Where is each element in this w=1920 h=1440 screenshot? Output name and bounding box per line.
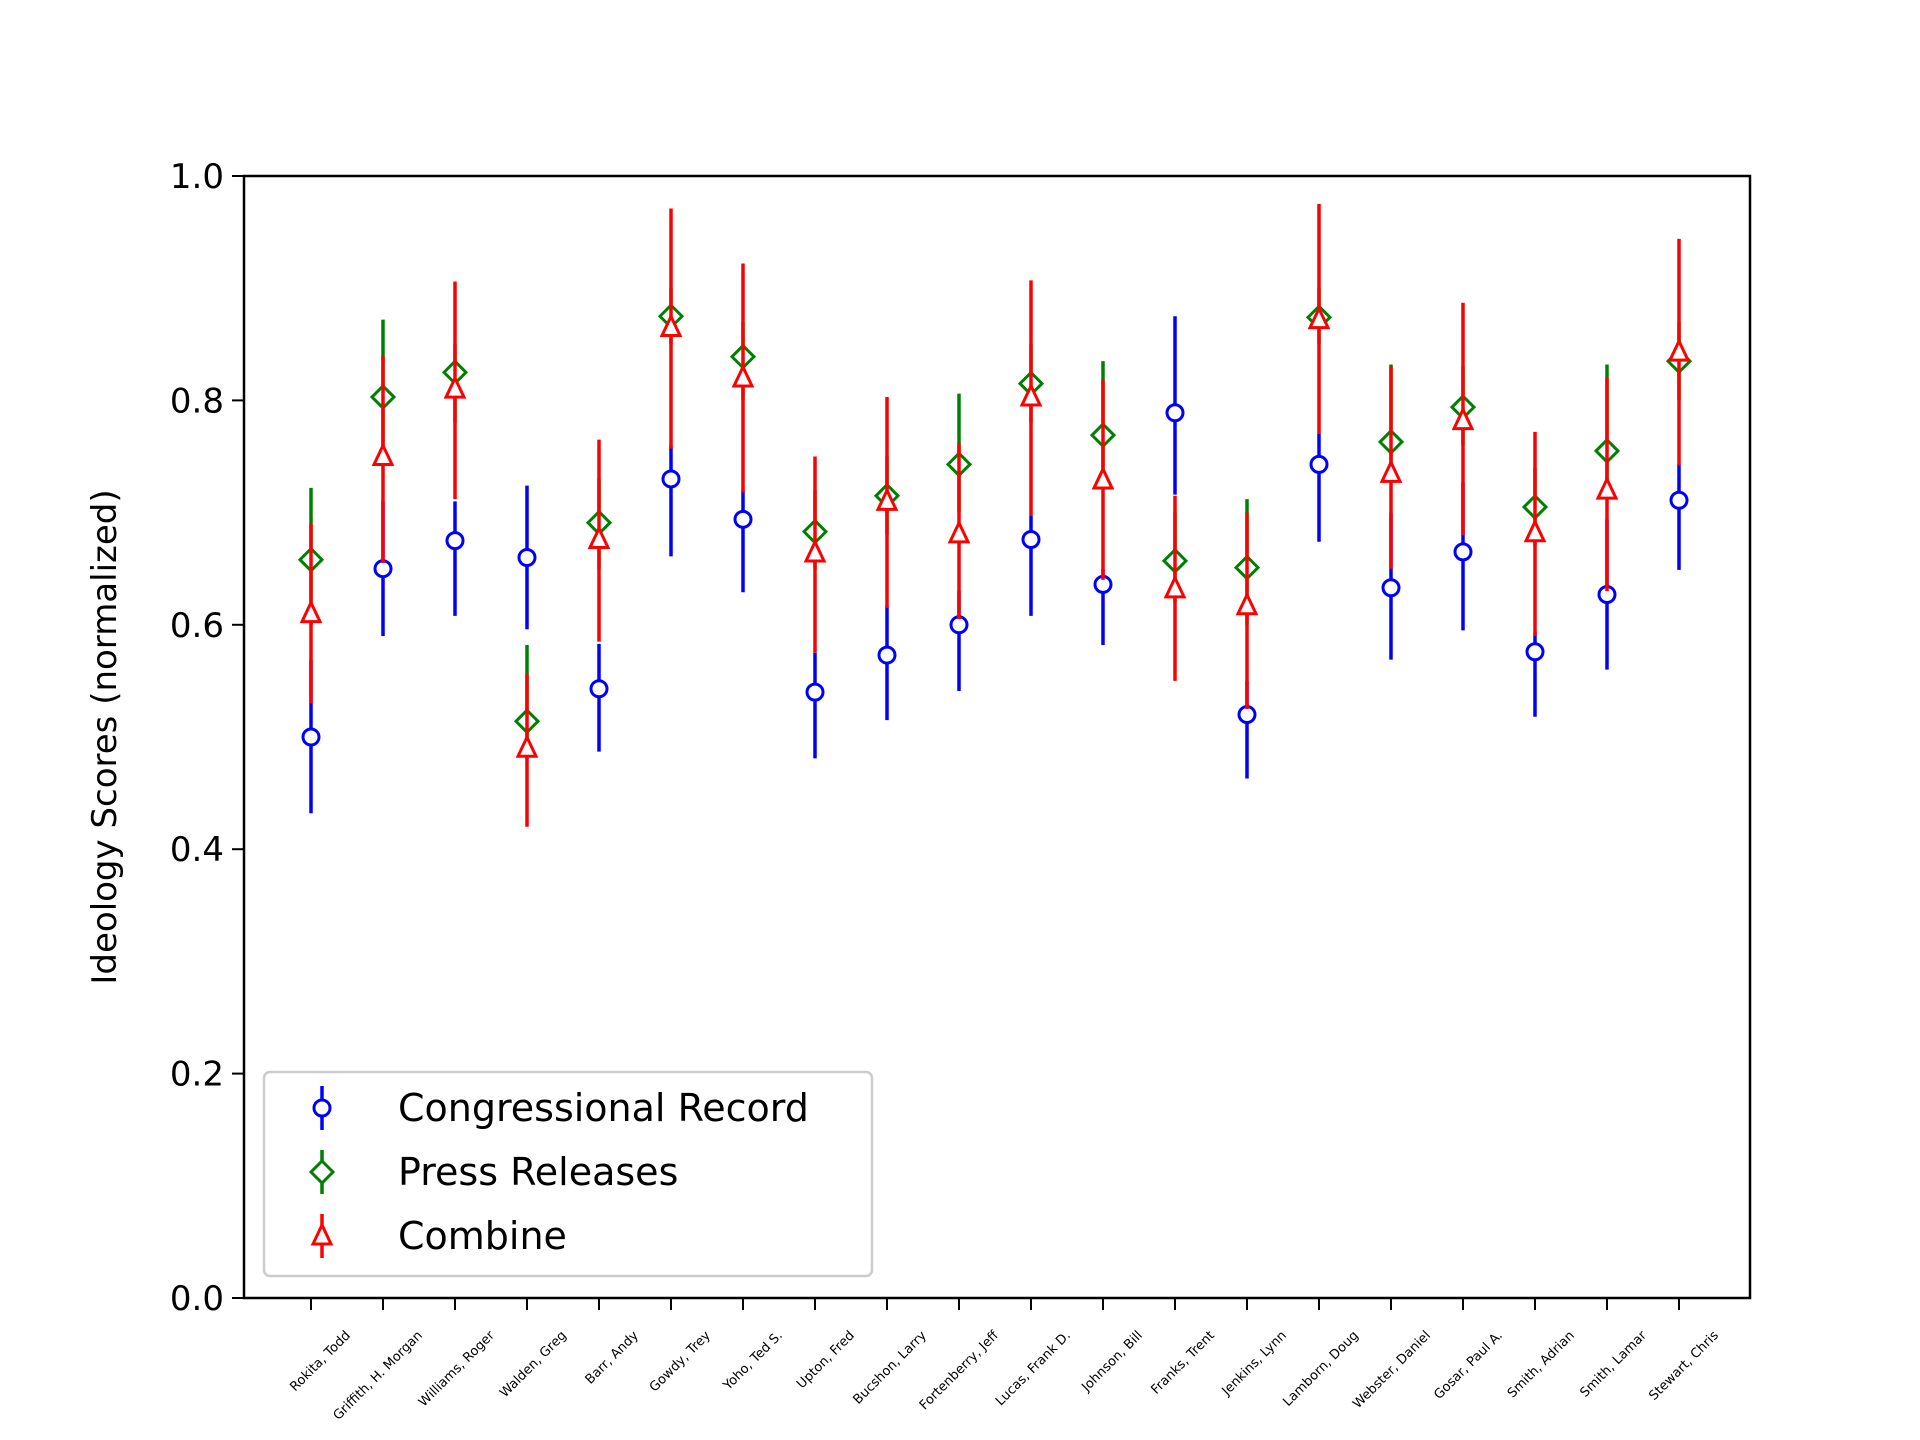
data-point: [1453, 542, 1473, 562]
data-point: [1451, 406, 1475, 431]
legend: Congressional Record Press Releases Combin…: [262, 1070, 874, 1278]
data-point: [1523, 518, 1547, 543]
data-point: [731, 363, 755, 388]
data-point: [1379, 458, 1403, 483]
legend-marker: [312, 1098, 332, 1118]
data-point: [1667, 337, 1691, 362]
data-point: [301, 727, 321, 747]
data-point: [1669, 490, 1689, 510]
data-point: [371, 441, 395, 466]
plot-frame: [242, 174, 1752, 1300]
data-point: [1237, 705, 1257, 725]
data-point: [1091, 465, 1115, 490]
y-tick-label: 0.0: [170, 1279, 224, 1319]
y-tick-label: 0.6: [170, 606, 224, 646]
data-point: [733, 509, 753, 529]
y-tick-label: 0.4: [170, 830, 224, 870]
data-point: [1163, 574, 1187, 599]
data-point: [1381, 578, 1401, 598]
y-tick-label: 0.8: [170, 381, 224, 421]
y-axis-label: Ideology Scores (normalized): [85, 489, 125, 984]
data-point: [1525, 642, 1545, 662]
legend-label: Combine: [398, 1214, 567, 1258]
y-tick-label: 1.0: [170, 157, 224, 197]
data-point: [373, 559, 393, 579]
chart-marks: [297, 204, 1693, 827]
legend-label: Congressional Record: [398, 1086, 809, 1130]
series-combine: [299, 204, 1691, 827]
data-point: [299, 599, 323, 624]
data-point: [517, 547, 537, 567]
data-point: [1307, 305, 1331, 330]
data-point: [589, 679, 609, 699]
data-point: [805, 682, 825, 702]
data-point: [877, 645, 897, 665]
data-point: [947, 519, 971, 544]
data-point: [661, 469, 681, 489]
y-tick-label: 0.2: [170, 1055, 224, 1095]
legend-marker: [308, 1158, 336, 1186]
data-point: [659, 312, 683, 337]
data-point: [1309, 454, 1329, 474]
legend-label: Press Releases: [398, 1150, 678, 1194]
data-point: [1021, 530, 1041, 550]
legend-box: [262, 1070, 874, 1278]
data-point: [949, 615, 969, 635]
data-point: [445, 531, 465, 551]
data-point: [1019, 382, 1043, 407]
legend-marker: [310, 1221, 334, 1246]
data-point: [1595, 475, 1619, 500]
data-point: [875, 486, 899, 511]
data-point: [1235, 591, 1259, 616]
series-congressional-record: [301, 316, 1689, 814]
data-point: [803, 538, 827, 563]
data-point: [1165, 403, 1185, 423]
data-point: [443, 374, 467, 399]
data-point: [515, 733, 539, 758]
data-point: [587, 525, 611, 550]
